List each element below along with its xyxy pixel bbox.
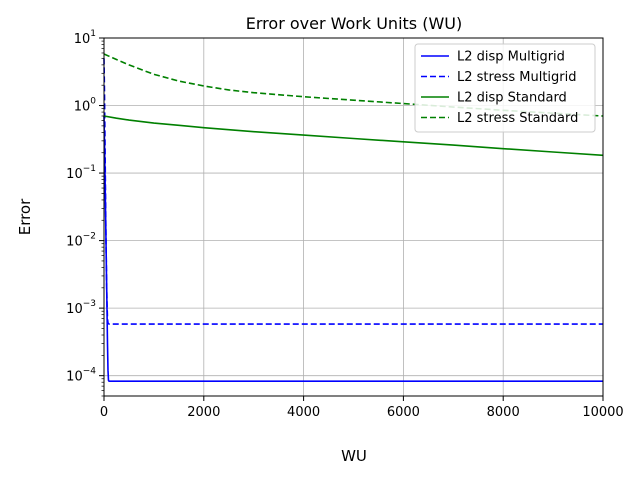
y-tick-label: 10−4 — [66, 367, 96, 385]
y-tick-label: 10−1 — [66, 164, 96, 182]
x-tick-label: 0 — [100, 405, 108, 420]
y-tick-label: 100 — [74, 97, 97, 115]
plot-frame — [103, 37, 604, 397]
y-axis-label: Error — [16, 198, 34, 235]
legend-label: L2 stress Multigrid — [457, 70, 577, 85]
series-line-l2-disp-standard — [103, 115, 604, 157]
x-tick-label: 8000 — [487, 405, 520, 420]
x-axis-label: WU — [341, 447, 367, 465]
x-axis: 0 2000 4000 6000 8000 10000 — [100, 396, 624, 420]
legend-label: L2 disp Multigrid — [457, 50, 565, 65]
series-line-l2-stress-multigrid — [103, 58, 603, 325]
y-tick-label: 10−3 — [66, 299, 96, 317]
legend-label: L2 stress Standard — [457, 111, 578, 126]
x-tick-label: 2000 — [187, 405, 220, 420]
x-tick-label: 4000 — [287, 405, 320, 420]
x-tick-label: 10000 — [582, 405, 623, 420]
legend-label: L2 disp Standard — [457, 91, 567, 106]
y-tick-label: 10−2 — [66, 232, 96, 250]
chart-title: Error over Work Units (WU) — [246, 14, 462, 33]
y-tick-label: 101 — [74, 29, 96, 47]
x-tick-label: 6000 — [387, 405, 420, 420]
y-axis: 10−4 10−3 10−2 10−1 100 101 — [66, 29, 104, 397]
legend: L2 disp Multigrid L2 stress Multigrid L2 d… — [414, 43, 596, 133]
legend-box — [414, 43, 596, 133]
